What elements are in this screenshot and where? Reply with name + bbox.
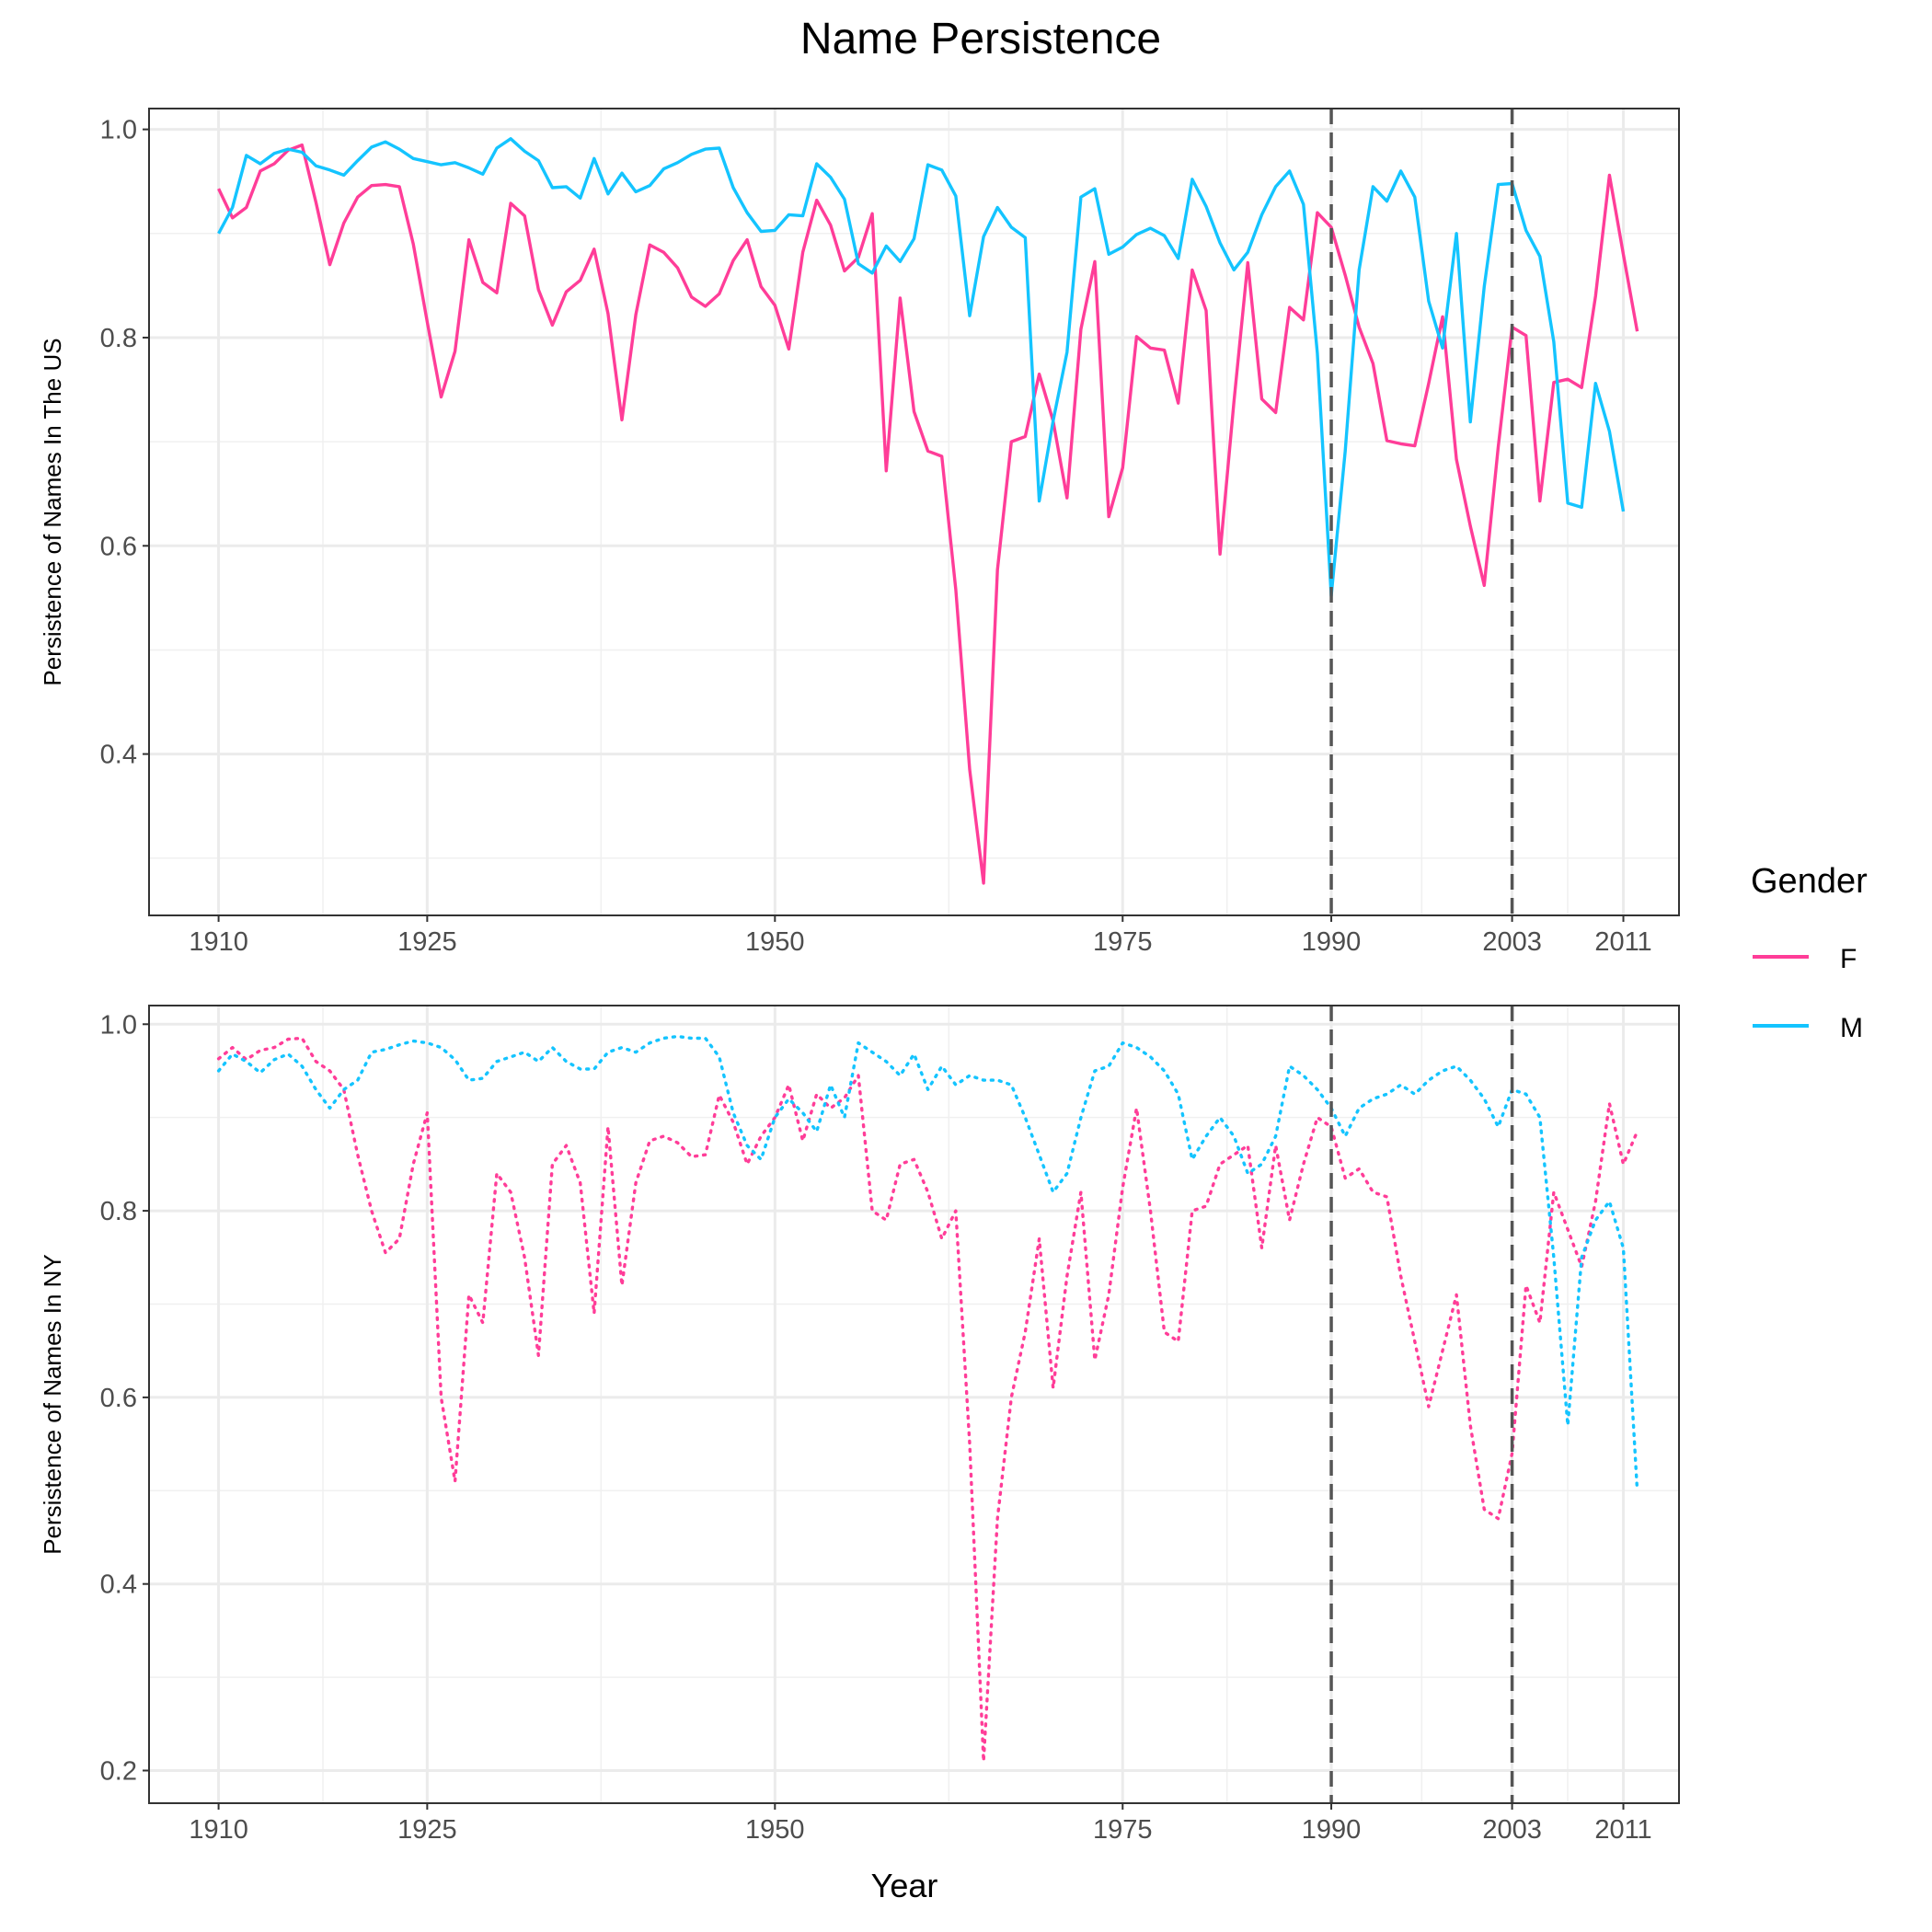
x-tick-label: 1975: [1093, 1815, 1153, 1845]
panel-border: [148, 108, 1680, 916]
x-axis-title: Year: [871, 1867, 938, 1904]
x-tick-label: 1990: [1302, 927, 1362, 957]
legend-title: Gender: [1751, 862, 1868, 901]
x-tick-label: 2003: [1482, 1815, 1542, 1845]
series-group: [217, 137, 1639, 885]
legend-label-f: F: [1840, 944, 1857, 974]
y-tick-label: 1.0: [100, 1010, 137, 1040]
panel-border: [148, 1005, 1680, 1804]
x-tick-label: 1910: [189, 927, 248, 957]
y-tick-label: 0.8: [100, 1197, 137, 1226]
chart-title: Name Persistence: [800, 15, 1161, 63]
x-tick-label: 1975: [1093, 927, 1153, 957]
y-tick-label: 0.4: [100, 741, 137, 770]
y-tick-label: 1.0: [100, 116, 137, 145]
y-tick-label: 0.4: [100, 1570, 137, 1600]
series-line-m: [216, 1034, 1639, 1492]
x-tick-label: 1925: [397, 1815, 457, 1845]
panel-1: 0.4 0.6 0.8 1.0 1910 1925 1950 1975 1990 2003 2011…: [39, 108, 1680, 957]
series-line-f: [217, 143, 1639, 885]
x-tick-label: 1950: [745, 1815, 805, 1845]
panels: 0.4 0.6 0.8 1.0 1910 1925 1950 1975 1990 2003 2011…: [39, 108, 1680, 1845]
series-line-f: [216, 1036, 1639, 1764]
x-tick-label: 2003: [1482, 927, 1542, 957]
x-tick-label: 1990: [1302, 1815, 1362, 1845]
panel-2: 0.2 0.4 0.6 0.8 1.0 1910 1925 1950 1975 1990 2003 2…: [39, 1005, 1680, 1845]
x-tick-label: 2011: [1594, 1815, 1651, 1845]
y-tick-label: 0.2: [100, 1757, 137, 1787]
y-axis-title: Persistence of Names In The US: [39, 338, 66, 685]
x-tick-label: 1925: [397, 927, 457, 957]
y-tick-label: 0.6: [100, 1384, 137, 1413]
x-tick-label: 1950: [745, 927, 805, 957]
legend: Gender F M: [1751, 862, 1868, 1043]
x-tick-label: 2011: [1594, 927, 1651, 957]
y-tick-label: 0.6: [100, 532, 137, 561]
series-group: [216, 1034, 1639, 1764]
legend-label-m: M: [1840, 1013, 1863, 1043]
series-line-m: [217, 137, 1626, 598]
y-tick-label: 0.8: [100, 324, 137, 353]
y-axis-title: Persistence of Names In NY: [39, 1254, 66, 1555]
x-tick-label: 1910: [189, 1815, 248, 1845]
